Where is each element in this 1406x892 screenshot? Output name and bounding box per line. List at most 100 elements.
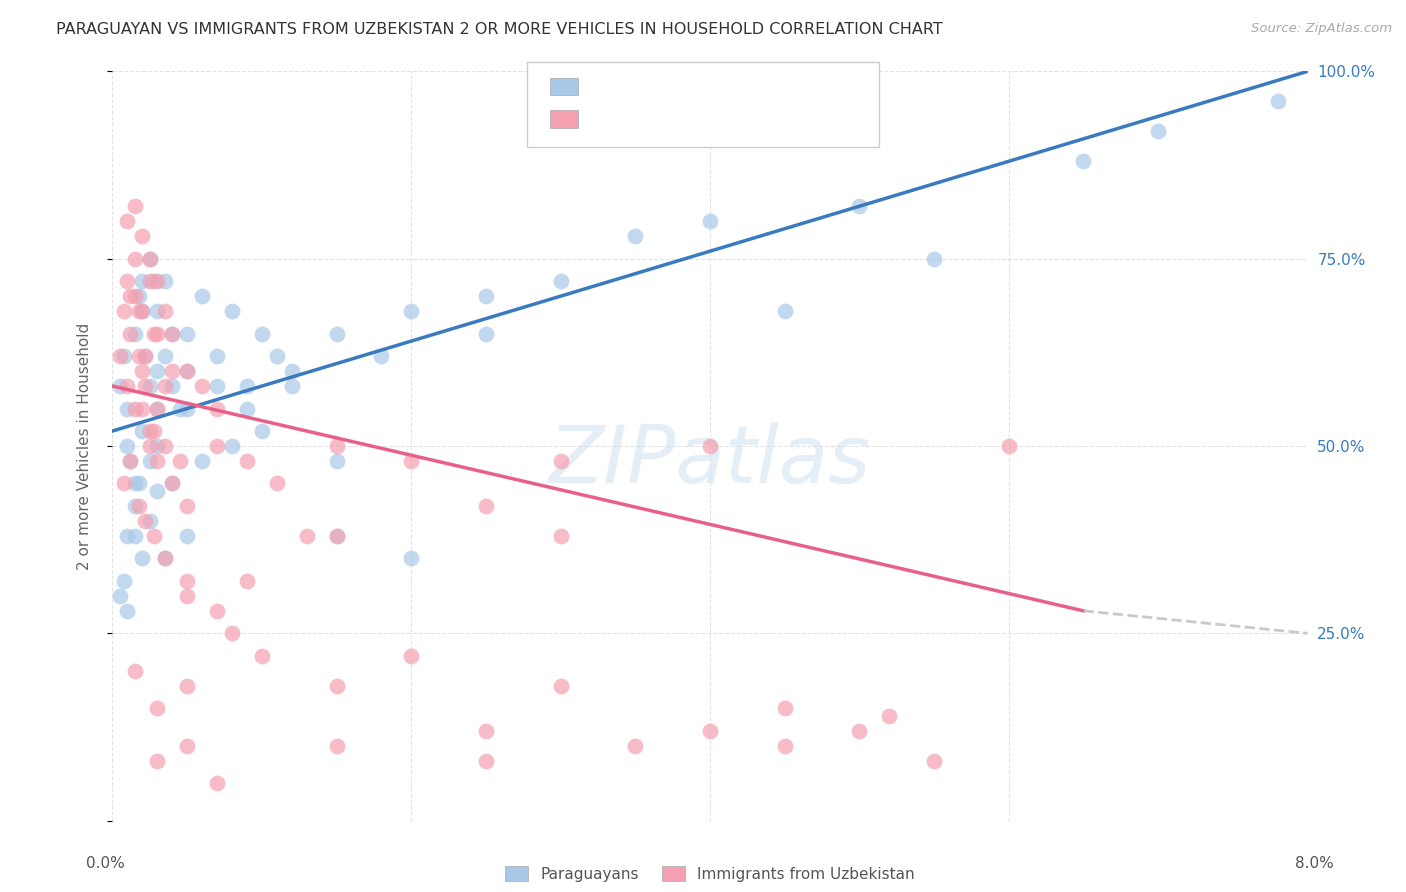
Point	[325, 454, 347, 468]
Point	[370, 349, 392, 363]
Text: N =: N =	[696, 112, 740, 126]
Point	[146, 364, 169, 378]
Point	[162, 326, 183, 341]
Point	[162, 476, 183, 491]
Point	[475, 499, 498, 513]
Point	[475, 723, 498, 738]
Point	[176, 589, 198, 603]
Point	[146, 274, 169, 288]
Point	[153, 551, 176, 566]
Point	[139, 514, 162, 528]
Point	[191, 289, 214, 303]
Point	[146, 701, 169, 715]
Point	[205, 379, 228, 393]
Point	[124, 252, 146, 266]
Point	[117, 274, 139, 288]
Point	[139, 274, 162, 288]
Text: 0.524: 0.524	[636, 79, 686, 94]
Point	[848, 199, 870, 213]
Point	[114, 304, 135, 318]
Text: 0.0%: 0.0%	[86, 856, 125, 871]
Point	[281, 364, 304, 378]
Legend: Paraguayans, Immigrants from Uzbekistan: Paraguayans, Immigrants from Uzbekistan	[499, 860, 921, 888]
Point	[131, 424, 153, 438]
Point	[124, 499, 146, 513]
Text: 83: 83	[756, 112, 779, 126]
Point	[401, 551, 423, 566]
Point	[153, 304, 176, 318]
Text: -0.262: -0.262	[636, 112, 693, 126]
Text: N =: N =	[696, 79, 740, 94]
Point	[124, 401, 146, 416]
Point	[146, 326, 169, 341]
Point	[848, 723, 870, 738]
Point	[550, 274, 572, 288]
Point	[134, 514, 156, 528]
Point	[139, 454, 162, 468]
Point	[236, 401, 259, 416]
Text: Source: ZipAtlas.com: Source: ZipAtlas.com	[1251, 22, 1392, 36]
Point	[139, 252, 162, 266]
Point	[146, 401, 169, 416]
Point	[773, 304, 796, 318]
Point	[120, 454, 142, 468]
Text: ZIPatlas: ZIPatlas	[548, 422, 872, 500]
Point	[139, 424, 162, 438]
Point	[108, 349, 131, 363]
Point	[401, 648, 423, 663]
Point	[205, 604, 228, 618]
Point	[108, 589, 131, 603]
Point	[550, 679, 572, 693]
Point	[117, 379, 139, 393]
Point	[128, 304, 150, 318]
Point	[1147, 124, 1170, 138]
Point	[162, 379, 183, 393]
Point	[153, 551, 176, 566]
Point	[131, 364, 153, 378]
Point	[221, 439, 243, 453]
Point	[176, 326, 198, 341]
Point	[169, 454, 191, 468]
Point	[146, 454, 169, 468]
Point	[699, 214, 721, 228]
Point	[134, 349, 156, 363]
Point	[325, 529, 347, 543]
Point	[114, 574, 135, 588]
Text: R =: R =	[588, 112, 621, 126]
Point	[250, 424, 273, 438]
Point	[146, 483, 169, 498]
Point	[1073, 154, 1095, 169]
Point	[128, 476, 150, 491]
Point	[325, 739, 347, 753]
Point	[124, 199, 146, 213]
Point	[117, 604, 139, 618]
Point	[176, 364, 198, 378]
Point	[169, 401, 191, 416]
Text: PARAGUAYAN VS IMMIGRANTS FROM UZBEKISTAN 2 OR MORE VEHICLES IN HOUSEHOLD CORRELA: PARAGUAYAN VS IMMIGRANTS FROM UZBEKISTAN…	[56, 22, 943, 37]
Point	[124, 664, 146, 678]
Point	[117, 401, 139, 416]
Point	[139, 379, 162, 393]
Point	[128, 349, 150, 363]
Point	[153, 349, 176, 363]
Point	[176, 574, 198, 588]
Point	[120, 326, 142, 341]
Point	[176, 679, 198, 693]
Point	[146, 439, 169, 453]
Point	[475, 326, 498, 341]
Point	[143, 424, 166, 438]
Point	[699, 723, 721, 738]
Point	[146, 304, 169, 318]
Point	[205, 439, 228, 453]
Point	[773, 739, 796, 753]
Point	[325, 529, 347, 543]
Point	[998, 439, 1021, 453]
Point	[108, 379, 131, 393]
Point	[176, 739, 198, 753]
Point	[205, 401, 228, 416]
Point	[250, 326, 273, 341]
Point	[325, 439, 347, 453]
Point	[773, 701, 796, 715]
Text: 8.0%: 8.0%	[1295, 856, 1334, 871]
Text: R =: R =	[588, 79, 621, 94]
